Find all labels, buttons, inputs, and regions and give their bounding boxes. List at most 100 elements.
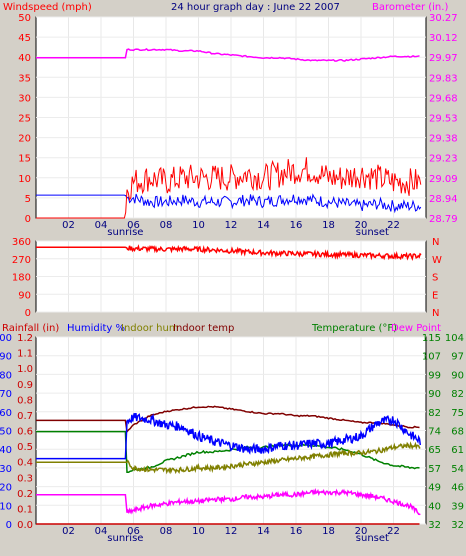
temp-tick-label: 99 (428, 370, 441, 381)
temp-tick-label-alt: 90 (451, 370, 464, 381)
sunrise-label: sunrise (107, 533, 143, 544)
baro-tick-label: 29.68 (429, 93, 458, 104)
indoor-temp-line (36, 405, 420, 434)
humidity-tick-label: 40 (0, 445, 12, 456)
temp-tick-label: 74 (428, 427, 441, 438)
x-tick-label: 22 (387, 526, 400, 537)
rain-tick-label: 1.2 (17, 333, 33, 344)
x-tick-label: 12 (225, 220, 238, 231)
dewpoint-label: Dew Point (391, 323, 441, 334)
rain-tick-label: 1.1 (17, 349, 33, 360)
wind-tick-label: 5 (25, 194, 31, 205)
indoor-hum-line (36, 441, 421, 475)
compass-tick-label: S (432, 273, 438, 284)
sunset-label: sunset (356, 227, 389, 238)
humidity-line (36, 412, 422, 460)
wind-tick-label: 25 (18, 114, 31, 125)
wind-average-line (36, 193, 422, 214)
temp-tick-label-alt: 82 (451, 389, 464, 400)
humidity-tick-label: 20 (0, 483, 12, 494)
baro-tick-label: 29.83 (429, 73, 458, 84)
x-tick-label: 18 (322, 220, 335, 231)
compass-tick-label: E (432, 290, 438, 301)
humidity-tick-label: 0 (6, 520, 12, 531)
baro-tick-label: 30.12 (429, 33, 458, 44)
wind-tick-label: 35 (18, 73, 31, 84)
wind-tick-label: 0 (25, 214, 31, 225)
wind-tick-label: 50 (18, 13, 31, 24)
temp-tick-label: 82 (428, 408, 441, 419)
baro-tick-label: 28.79 (429, 214, 458, 225)
indoor-hum-label: Indoor hum (121, 323, 179, 334)
humidity-tick-label: 10 (0, 501, 12, 512)
humidity-tick-label: 50 (0, 427, 12, 438)
rain-tick-label: 0.7 (17, 411, 33, 422)
humidity-tick-label: 60 (0, 408, 12, 419)
dewpoint-line (36, 487, 421, 516)
temp-tick-label: 115 (422, 333, 441, 344)
x-tick-label: 06 (127, 220, 140, 231)
indoor-temp-label: Indoor temp (173, 323, 234, 334)
x-tick-label: 12 (225, 526, 238, 537)
wind-tick-label: 10 (18, 174, 31, 185)
dir-tick-label: 0 (25, 308, 31, 319)
compass-tick-label: N (432, 237, 439, 248)
temp-tick-label: 57 (428, 464, 441, 475)
humidity-label: Humidity % (67, 323, 125, 334)
compass-tick-label: W (432, 255, 442, 266)
wind-tick-label: 40 (18, 53, 31, 64)
humidity-tick-label: 30 (0, 464, 12, 475)
x-tick-label: 14 (257, 220, 270, 231)
temp-tick-label: 49 (428, 483, 441, 494)
rain-tick-label: 0.6 (17, 427, 33, 438)
temp-tick-label-alt: 75 (451, 408, 464, 419)
x-tick-label: 06 (127, 526, 140, 537)
temp-tick-label-alt: 61 (451, 445, 464, 456)
windspeed-axis-label: Windspeed (mph) (3, 2, 92, 13)
barometer-axis-label: Barometer (in.) (372, 2, 448, 13)
rain-tick-label: 0.9 (17, 380, 33, 391)
baro-tick-label: 29.97 (429, 53, 458, 64)
x-tick-label: 08 (160, 526, 173, 537)
x-tick-label: 20 (355, 526, 368, 537)
wind-direction-line (36, 244, 422, 261)
humidity-tick-label: 70 (0, 389, 12, 400)
wind-tick-label: 30 (18, 93, 31, 104)
temp-tick-label-alt: 39 (451, 501, 464, 512)
chart-title: 24 hour graph day : June 22 2007 (171, 2, 340, 13)
baro-tick-label: 29.53 (429, 114, 458, 125)
sunrise-label: sunrise (107, 227, 143, 238)
wind-tick-label: 20 (18, 134, 31, 145)
x-tick-label: 04 (95, 526, 108, 537)
baro-tick-label: 28.94 (429, 194, 458, 205)
humidity-tick-label: 80 (0, 370, 12, 381)
x-tick-label: 04 (95, 220, 108, 231)
rain-tick-label: 0.1 (17, 504, 33, 515)
wind-tick-label: 45 (18, 33, 31, 44)
x-tick-label: 16 (290, 220, 303, 231)
humidity-tick-label: 90 (0, 352, 12, 363)
barometer-line (36, 47, 420, 62)
rainfall-axis-label: Rainfall (in) (2, 323, 59, 334)
temp-tick-label-alt: 68 (451, 427, 464, 438)
dir-tick-label: 90 (18, 290, 31, 301)
temp-tick-label-alt: 32 (451, 520, 464, 531)
x-tick-label: 08 (160, 220, 173, 231)
x-tick-label: 20 (355, 220, 368, 231)
temp-tick-label: 107 (422, 352, 441, 363)
baro-tick-label: 30.27 (429, 13, 458, 24)
sunset-label: sunset (356, 533, 389, 544)
dir-tick-label: 270 (12, 255, 31, 266)
x-tick-label: 10 (192, 526, 205, 537)
baro-tick-label: 29.23 (429, 154, 458, 165)
rain-tick-label: 0.2 (17, 489, 33, 500)
temp-tick-label: 65 (428, 445, 441, 456)
rain-tick-label: 0.0 (17, 520, 33, 531)
windspeed-line (36, 157, 422, 219)
rain-tick-label: 1.0 (17, 364, 33, 375)
temp-tick-label: 40 (428, 501, 441, 512)
x-tick-label: 02 (62, 526, 75, 537)
x-tick-label: 10 (192, 220, 205, 231)
